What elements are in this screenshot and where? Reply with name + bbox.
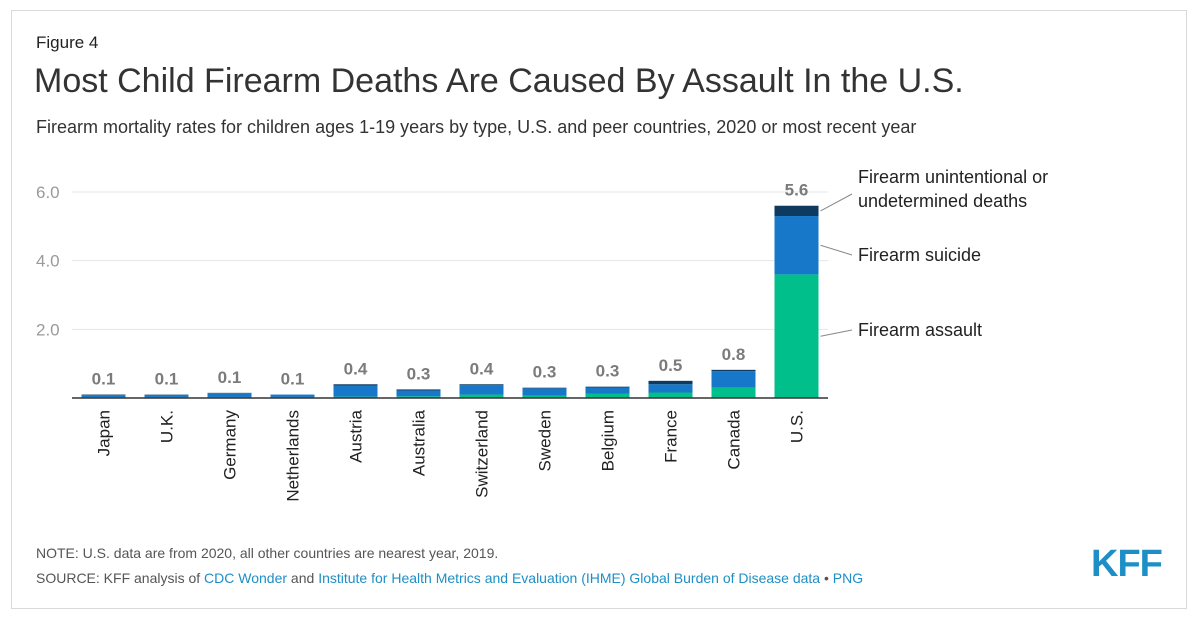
source-bullet: • [820, 570, 833, 586]
legend-leader-line [820, 244, 853, 256]
ihme-link[interactable]: Institute for Health Metrics and Evaluat… [318, 570, 821, 586]
bar-segment-firearm-suicide [648, 384, 693, 393]
bar-segment-firearm-suicide [774, 216, 819, 275]
bar-total-label: 0.1 [155, 370, 179, 389]
figure-label: Figure 4 [36, 33, 99, 52]
bar-segment-firearm-unintentional-or-undetermined-deaths [774, 205, 819, 217]
x-category-label: France [662, 410, 681, 463]
x-category-label: U.K. [158, 410, 177, 443]
x-category-label: U.S. [788, 410, 807, 443]
bar-segment-firearm-assault [459, 394, 504, 398]
x-category-label: Switzerland [473, 410, 492, 498]
legend-label: undetermined deaths [858, 191, 1027, 211]
chart-source: SOURCE: KFF analysis of CDC Wonder and I… [36, 570, 863, 586]
bar-segment-firearm-unintentional-or-undetermined-deaths [333, 384, 378, 386]
bar-segment-firearm-assault [648, 392, 693, 398]
legend-label: Firearm unintentional or [858, 167, 1048, 187]
legend-label: Firearm suicide [858, 245, 981, 265]
bar-total-label: 0.3 [533, 363, 557, 382]
legend-label: Firearm assault [858, 320, 982, 340]
bar-segment-firearm-suicide [585, 387, 630, 394]
bar-total-label: 0.1 [218, 368, 242, 387]
bar-total-label: 0.4 [344, 359, 368, 378]
bar-segment-firearm-suicide [711, 371, 756, 388]
bar-segment-firearm-suicide [333, 385, 378, 397]
legend-leader-line [820, 329, 853, 337]
chart-title: Most Child Firearm Deaths Are Caused By … [34, 62, 964, 100]
bar-segment-firearm-unintentional-or-undetermined-deaths [648, 380, 693, 385]
x-category-label: Canada [725, 409, 744, 469]
bar-segment-firearm-unintentional-or-undetermined-deaths [585, 386, 630, 388]
bar-total-label: 0.3 [596, 362, 620, 381]
chart-note: NOTE: U.S. data are from 2020, all other… [36, 545, 499, 561]
y-tick-label: 4.0 [36, 252, 60, 271]
bar-total-label: 0.1 [281, 370, 305, 389]
x-category-label: Austria [347, 409, 366, 462]
bar-segment-firearm-suicide [270, 394, 315, 397]
bar-segment-firearm-unintentional-or-undetermined-deaths [711, 369, 756, 372]
source-and: and [287, 570, 319, 586]
bar-total-label: 0.3 [407, 364, 431, 383]
x-category-label: Belgium [599, 410, 618, 471]
source-prefix: SOURCE: KFF analysis of [36, 570, 205, 586]
bar-total-label: 0.4 [470, 359, 494, 378]
png-download-link[interactable]: PNG [832, 570, 864, 586]
bar-total-label: 5.6 [785, 181, 809, 200]
bar-segment-firearm-assault [522, 395, 567, 398]
bar-segment-firearm-assault [774, 274, 819, 398]
cdc-wonder-link[interactable]: CDC Wonder [204, 570, 288, 586]
stacked-bar-chart: 2.0 4.0 6.0 0.1 Japan 0.1 U.K. 0.1 Germany 0.1 Net… [36, 167, 1048, 502]
bar-segment-firearm-suicide [81, 395, 126, 398]
x-category-label: Japan [95, 410, 114, 456]
figure-frame [11, 10, 1187, 609]
legend-leader-line [820, 193, 853, 212]
bar-segment-firearm-suicide [207, 393, 252, 397]
bar-segment-firearm-suicide [459, 385, 504, 395]
bar-total-label: 0.5 [659, 356, 683, 375]
kff-logo[interactable]: KFF [1091, 543, 1163, 585]
x-category-label: Sweden [536, 410, 555, 471]
bar-segment-firearm-suicide [144, 394, 189, 397]
x-category-label: Germany [221, 410, 240, 480]
bar-segment-firearm-unintentional-or-undetermined-deaths [522, 387, 567, 389]
bar-segment-firearm-unintentional-or-undetermined-deaths [396, 389, 441, 391]
bar-total-label: 0.1 [92, 370, 116, 389]
bar-segment-firearm-unintentional-or-undetermined-deaths [81, 394, 126, 396]
y-tick-label: 2.0 [36, 320, 60, 339]
chart-subtitle: Firearm mortality rates for children age… [36, 117, 917, 137]
bar-segment-firearm-assault [711, 387, 756, 398]
x-category-label: Netherlands [284, 410, 303, 502]
y-tick-label: 6.0 [36, 183, 60, 202]
bar-segment-firearm-assault [396, 396, 441, 398]
bar-segment-firearm-suicide [522, 388, 567, 396]
bar-total-label: 0.8 [722, 345, 746, 364]
x-category-label: Australia [410, 409, 429, 476]
bar-segment-firearm-assault [585, 393, 630, 398]
bar-segment-firearm-unintentional-or-undetermined-deaths [459, 384, 504, 386]
bar-segment-firearm-suicide [396, 390, 441, 397]
